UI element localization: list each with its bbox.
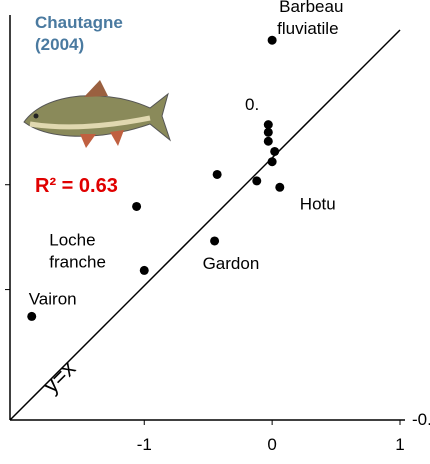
point: [139, 265, 149, 275]
point: [27, 311, 37, 321]
point: [212, 169, 222, 179]
clipped-label: 0.: [245, 95, 259, 114]
point: [275, 182, 285, 192]
fish-icon: [23, 80, 172, 148]
point: [252, 176, 262, 186]
point: [267, 35, 277, 45]
x-tick-label: 1: [395, 435, 404, 454]
point: [263, 120, 273, 130]
x-tick-label: -1: [137, 435, 152, 454]
point: [132, 201, 142, 211]
point-label: Barbeau: [279, 0, 343, 16]
point: [263, 136, 273, 146]
point-label: franche: [49, 252, 106, 271]
point: [267, 157, 277, 167]
point-label: Loche: [49, 230, 95, 249]
r-squared: R² = 0.63: [35, 175, 118, 197]
point-label: Vairon: [29, 289, 77, 308]
identity-label: y=x: [38, 356, 80, 398]
point: [210, 236, 220, 246]
clipped-label: -0.: [412, 410, 430, 429]
chart-title-1: Chautagne (2004): [35, 13, 123, 54]
identity-line: [9, 29, 401, 421]
x-tick-label: 0: [267, 435, 276, 454]
point: [263, 127, 273, 137]
point: [270, 146, 280, 156]
point-label: Hotu: [300, 194, 336, 213]
point-label: Gardon: [203, 254, 260, 273]
point-label: fluviatile: [277, 19, 338, 38]
